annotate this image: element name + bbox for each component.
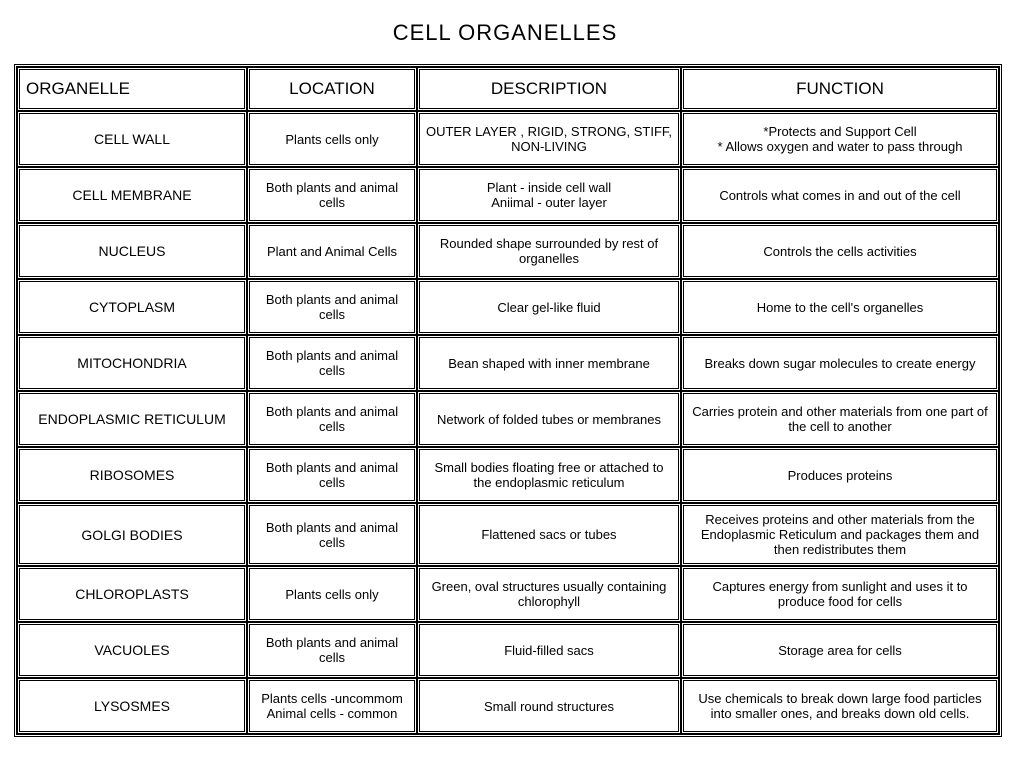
- cell-description: Small round structures: [417, 678, 681, 734]
- table-row: RIBOSOMESBoth plants and animal cellsSma…: [17, 447, 999, 503]
- header-function: FUNCTION: [681, 67, 999, 111]
- cell-function: Captures energy from sunlight and uses i…: [681, 566, 999, 622]
- cell-description: Fluid-filled sacs: [417, 622, 681, 678]
- cell-description: Flattened sacs or tubes: [417, 503, 681, 566]
- header-description: DESCRIPTION: [417, 67, 681, 111]
- table-row: CELL MEMBRANEBoth plants and animal cell…: [17, 167, 999, 223]
- cell-function: Storage area for cells: [681, 622, 999, 678]
- table-row: GOLGI BODIESBoth plants and animal cells…: [17, 503, 999, 566]
- page-title: CELL ORGANELLES: [14, 20, 996, 46]
- table-row: CYTOPLASMBoth plants and animal cellsCle…: [17, 279, 999, 335]
- table-row: CHLOROPLASTSPlants cells onlyGreen, oval…: [17, 566, 999, 622]
- header-location: LOCATION: [247, 67, 417, 111]
- table-row: ENDOPLASMIC RETICULUMBoth plants and ani…: [17, 391, 999, 447]
- cell-organelle: CYTOPLASM: [17, 279, 247, 335]
- cell-function: Home to the cell's organelles: [681, 279, 999, 335]
- table-row: CELL WALLPlants cells onlyOUTER LAYER , …: [17, 111, 999, 167]
- cell-function: Use chemicals to break down large food p…: [681, 678, 999, 734]
- table-row: LYSOSMESPlants cells -uncommomAnimal cel…: [17, 678, 999, 734]
- cell-function: Controls the cells activities: [681, 223, 999, 279]
- cell-function: Produces proteins: [681, 447, 999, 503]
- cell-description: OUTER LAYER , RIGID, STRONG, STIFF, NON-…: [417, 111, 681, 167]
- table-header: ORGANELLE LOCATION DESCRIPTION FUNCTION: [17, 67, 999, 111]
- cell-organelle: CELL WALL: [17, 111, 247, 167]
- cell-location: Both plants and animal cells: [247, 447, 417, 503]
- cell-description: Plant - inside cell wallAniimal - outer …: [417, 167, 681, 223]
- cell-function: Controls what comes in and out of the ce…: [681, 167, 999, 223]
- table-row: NUCLEUSPlant and Animal CellsRounded sha…: [17, 223, 999, 279]
- cell-organelle: MITOCHONDRIA: [17, 335, 247, 391]
- cell-organelle: RIBOSOMES: [17, 447, 247, 503]
- cell-description: Rounded shape surrounded by rest of orga…: [417, 223, 681, 279]
- cell-organelle: NUCLEUS: [17, 223, 247, 279]
- cell-location: Both plants and animal cells: [247, 622, 417, 678]
- cell-location: Both plants and animal cells: [247, 167, 417, 223]
- cell-function: Carries protein and other materials from…: [681, 391, 999, 447]
- cell-description: Bean shaped with inner membrane: [417, 335, 681, 391]
- cell-function: Breaks down sugar molecules to create en…: [681, 335, 999, 391]
- cell-location: Plants cells only: [247, 566, 417, 622]
- table-header-row: ORGANELLE LOCATION DESCRIPTION FUNCTION: [17, 67, 999, 111]
- cell-organelle: VACUOLES: [17, 622, 247, 678]
- cell-location: Plants cells -uncommomAnimal cells - com…: [247, 678, 417, 734]
- cell-function: Receives proteins and other materials fr…: [681, 503, 999, 566]
- cell-organelle: CELL MEMBRANE: [17, 167, 247, 223]
- cell-organelle: CHLOROPLASTS: [17, 566, 247, 622]
- cell-description: Network of folded tubes or membranes: [417, 391, 681, 447]
- cell-description: Green, oval structures usually containin…: [417, 566, 681, 622]
- cell-description: Small bodies floating free or attached t…: [417, 447, 681, 503]
- cell-location: Both plants and animal cells: [247, 503, 417, 566]
- cell-location: Both plants and animal cells: [247, 335, 417, 391]
- table-body: CELL WALLPlants cells onlyOUTER LAYER , …: [17, 111, 999, 734]
- cell-function: *Protects and Support Cell* Allows oxyge…: [681, 111, 999, 167]
- table-row: VACUOLESBoth plants and animal cellsFlui…: [17, 622, 999, 678]
- cell-location: Plants cells only: [247, 111, 417, 167]
- cell-description: Clear gel-like fluid: [417, 279, 681, 335]
- cell-organelles-table: ORGANELLE LOCATION DESCRIPTION FUNCTION …: [14, 64, 1002, 737]
- cell-organelle: GOLGI BODIES: [17, 503, 247, 566]
- header-organelle: ORGANELLE: [17, 67, 247, 111]
- table-row: MITOCHONDRIABoth plants and animal cells…: [17, 335, 999, 391]
- cell-location: Both plants and animal cells: [247, 279, 417, 335]
- cell-organelle: LYSOSMES: [17, 678, 247, 734]
- cell-location: Both plants and animal cells: [247, 391, 417, 447]
- cell-organelle: ENDOPLASMIC RETICULUM: [17, 391, 247, 447]
- cell-location: Plant and Animal Cells: [247, 223, 417, 279]
